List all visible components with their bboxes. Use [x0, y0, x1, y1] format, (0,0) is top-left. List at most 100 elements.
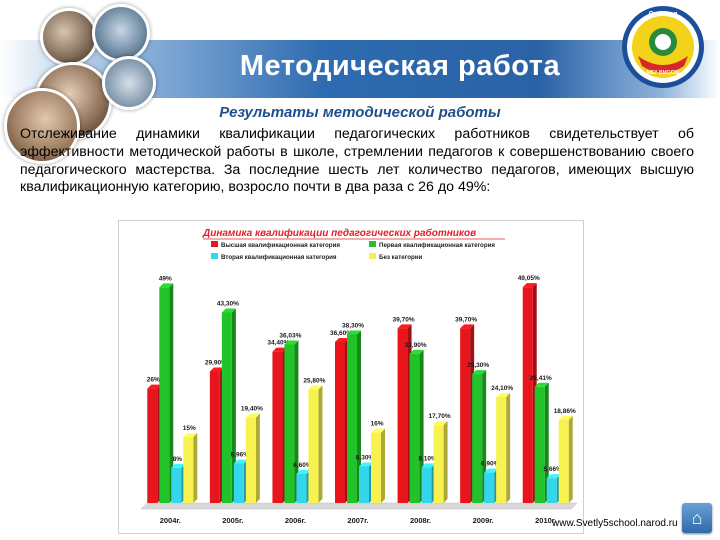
data-label: 19,40%	[241, 406, 263, 413]
chart-floor	[140, 502, 578, 510]
bar	[484, 472, 495, 503]
bar	[159, 287, 170, 503]
data-label: 6,60%	[293, 462, 312, 469]
bar-top	[335, 337, 349, 342]
bar	[558, 420, 569, 503]
bar	[460, 328, 471, 503]
site-url[interactable]: www.Svetly5school.narod.ru	[552, 518, 678, 529]
data-label: 38,30%	[342, 322, 364, 329]
bar-top	[308, 385, 323, 390]
data-label: 26,41%	[530, 375, 552, 382]
bar	[284, 344, 295, 503]
legend-swatch	[211, 253, 218, 259]
bar-top	[421, 463, 436, 468]
qualification-chart: Динамика квалификации педагогических раб…	[140, 227, 578, 525]
data-label: 8,30%	[356, 454, 375, 461]
bar	[221, 312, 232, 503]
bar-top	[284, 340, 299, 345]
bar	[296, 473, 307, 503]
category-label: 2006г.	[285, 516, 306, 525]
bar	[183, 437, 194, 503]
data-label: 29,90%	[205, 359, 227, 366]
bar	[472, 374, 483, 503]
bar	[335, 341, 345, 503]
bar	[409, 353, 420, 503]
data-label: 29,30%	[467, 362, 489, 369]
student-photo	[92, 4, 150, 62]
data-label: 25,80%	[303, 377, 325, 384]
bar-top	[272, 347, 287, 352]
student-photo	[40, 8, 98, 66]
bar-top	[460, 324, 475, 329]
bar-top	[347, 330, 361, 335]
bar	[347, 334, 357, 503]
student-photo	[4, 88, 80, 164]
data-label: 34,40%	[267, 340, 289, 347]
bar	[245, 417, 256, 503]
bar	[272, 351, 283, 503]
chart-frame: Динамика квалификации педагогических раб…	[118, 220, 584, 534]
bar-top	[534, 382, 549, 387]
legend-label: Без категории	[379, 254, 423, 261]
bar-side	[482, 370, 487, 503]
data-label: 43,30%	[217, 300, 239, 307]
bar-top	[296, 469, 311, 474]
bar-top	[546, 474, 561, 479]
data-label: 39,70%	[393, 316, 415, 323]
bar	[433, 425, 444, 503]
data-label: 17,70%	[429, 413, 451, 420]
bar-top	[183, 433, 198, 437]
bar-top	[558, 416, 573, 421]
bar	[546, 478, 557, 503]
bar-top	[147, 384, 162, 389]
bar	[522, 287, 533, 503]
bar-side	[419, 349, 424, 503]
data-label: 24,10%	[491, 385, 513, 392]
category-label: 2010г.	[535, 516, 556, 525]
bar-side	[255, 413, 260, 503]
legend-label: Первая квалификационная категория	[379, 242, 495, 249]
bar-top	[171, 463, 186, 468]
bar-top	[209, 367, 224, 372]
bar	[147, 388, 158, 503]
bar-top	[221, 308, 236, 313]
bar-side	[294, 340, 299, 503]
legend-swatch	[369, 253, 376, 259]
category-label: 2009г.	[473, 516, 494, 525]
emblem-bottom-text: МБУ-ВМОСШ	[647, 70, 680, 76]
bar	[233, 463, 244, 503]
data-label: 8,96%	[231, 452, 250, 459]
bar	[496, 396, 507, 503]
bar-top	[433, 421, 448, 426]
bar-top	[371, 428, 385, 433]
category-label: 2007г.	[347, 516, 368, 525]
page-title: Методическая работа	[239, 50, 561, 82]
data-label: 39,70%	[455, 316, 477, 323]
bar-top	[472, 370, 487, 375]
data-label: 18,86%	[554, 408, 576, 415]
bar-top	[359, 462, 373, 467]
bar-top	[522, 283, 537, 288]
data-label: 16%	[370, 421, 383, 428]
data-label: 6,90%	[481, 461, 500, 468]
bar-side	[193, 433, 198, 503]
category-label: 2008г.	[410, 516, 431, 525]
bar-side	[506, 392, 511, 503]
body-paragraph: Отслеживание динамики квалификации педаг…	[20, 126, 694, 196]
bar	[397, 328, 408, 503]
bar-side	[443, 421, 448, 503]
data-label: 36,60%	[330, 330, 352, 337]
bar-side	[357, 330, 361, 503]
bar-side	[568, 416, 573, 503]
data-label: 8%	[173, 456, 183, 463]
chart-title: Динамика квалификации педагогических раб…	[202, 227, 476, 239]
category-label: 2004г.	[160, 516, 181, 525]
bar	[371, 432, 381, 503]
bar	[421, 467, 432, 503]
home-icon[interactable]: ⌂	[682, 503, 712, 533]
bar	[171, 467, 182, 503]
bar-side	[169, 283, 174, 503]
legend-label: Вторая квалификационная категория	[221, 254, 337, 261]
bar	[209, 371, 220, 503]
data-label: 8,10%	[418, 455, 437, 462]
